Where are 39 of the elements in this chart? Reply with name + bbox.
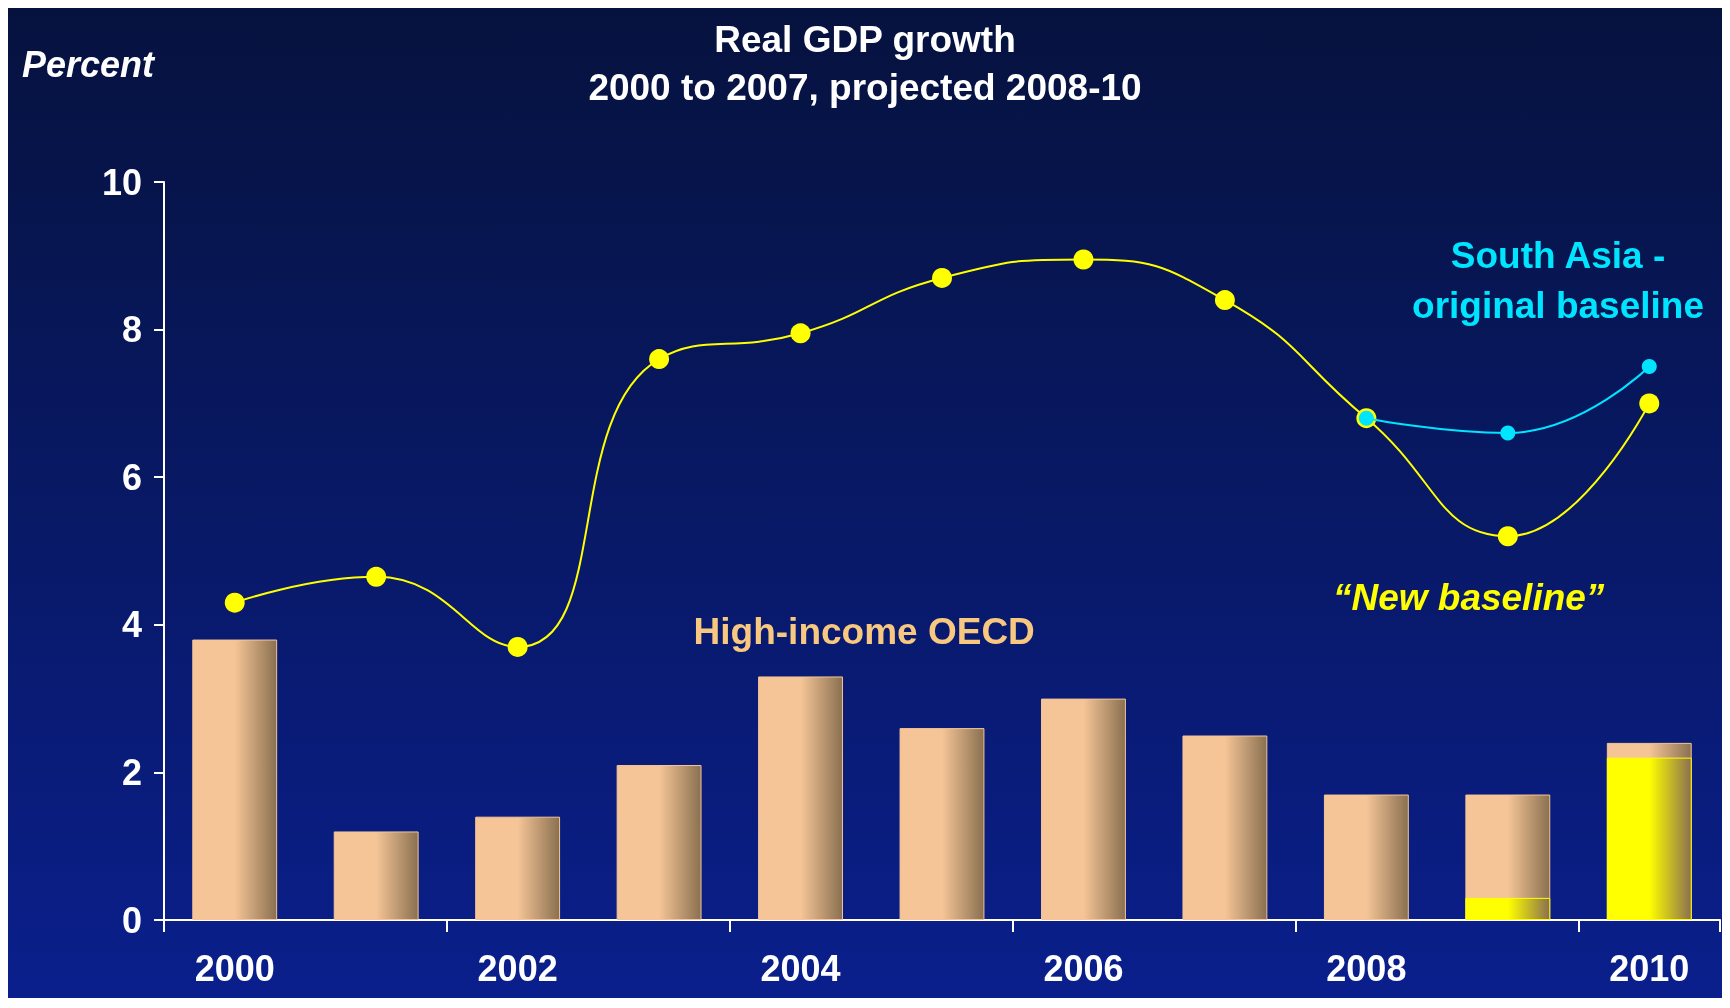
bar xyxy=(192,639,278,920)
point xyxy=(366,566,387,587)
point xyxy=(224,592,245,613)
point xyxy=(790,323,811,344)
y-tick-label: 10 xyxy=(101,161,142,203)
point xyxy=(1641,359,1657,374)
bar xyxy=(1182,735,1268,920)
y-axis-title: Percent xyxy=(22,43,157,85)
x-tick-label: 2008 xyxy=(1326,947,1407,989)
x-tick-label: 2002 xyxy=(477,947,558,989)
chart-title: Real GDP growth 2000 to 2007, projected 2008-10 xyxy=(588,18,1142,108)
series-label: South Asia - original baseline xyxy=(1412,235,1705,327)
point xyxy=(1497,526,1518,547)
point xyxy=(507,636,528,657)
bar xyxy=(1465,897,1551,920)
series-label: “New baseline” xyxy=(1332,576,1605,618)
y-tick-label: 2 xyxy=(121,751,142,793)
x-tick-label: 2006 xyxy=(1043,947,1124,989)
point xyxy=(1073,249,1094,270)
bar xyxy=(475,816,561,920)
bar xyxy=(758,676,843,920)
bar xyxy=(899,728,985,920)
point xyxy=(1639,393,1660,414)
x-tick-label: 2004 xyxy=(760,947,841,989)
series-label: High-income OECD xyxy=(693,611,1035,653)
x-tick-label: 2010 xyxy=(1609,947,1690,989)
x-tick-label: 2000 xyxy=(194,947,275,989)
point xyxy=(1214,290,1235,311)
bar xyxy=(616,765,702,920)
point xyxy=(649,349,670,370)
bar xyxy=(1041,698,1126,920)
y-tick-label: 6 xyxy=(121,456,142,498)
point xyxy=(932,267,952,288)
bar xyxy=(333,831,419,920)
bar xyxy=(1323,794,1409,920)
y-tick-label: 8 xyxy=(121,309,142,351)
point xyxy=(1500,425,1516,441)
y-tick-label: 4 xyxy=(121,604,142,646)
y-tick-label: 0 xyxy=(121,899,142,941)
